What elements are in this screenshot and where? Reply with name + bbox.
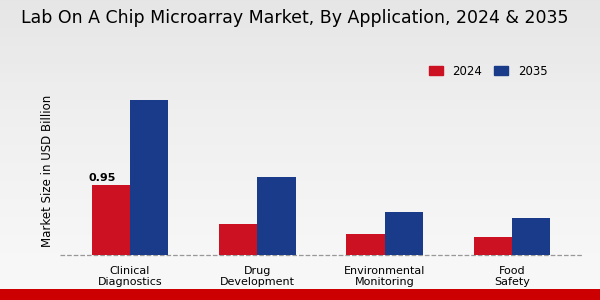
Bar <box>474 237 512 255</box>
Bar <box>257 177 296 255</box>
Bar <box>385 212 423 255</box>
Bar <box>219 224 257 255</box>
Bar <box>130 100 168 255</box>
Y-axis label: Market Size in USD Billion: Market Size in USD Billion <box>41 95 55 247</box>
Text: Lab On A Chip Microarray Market, By Application, 2024 & 2035: Lab On A Chip Microarray Market, By Appl… <box>21 9 569 27</box>
Bar <box>346 234 385 255</box>
Bar <box>512 218 550 255</box>
Text: 0.95: 0.95 <box>88 173 115 183</box>
Bar <box>92 185 130 255</box>
Legend: 2024, 2035: 2024, 2035 <box>424 60 552 82</box>
